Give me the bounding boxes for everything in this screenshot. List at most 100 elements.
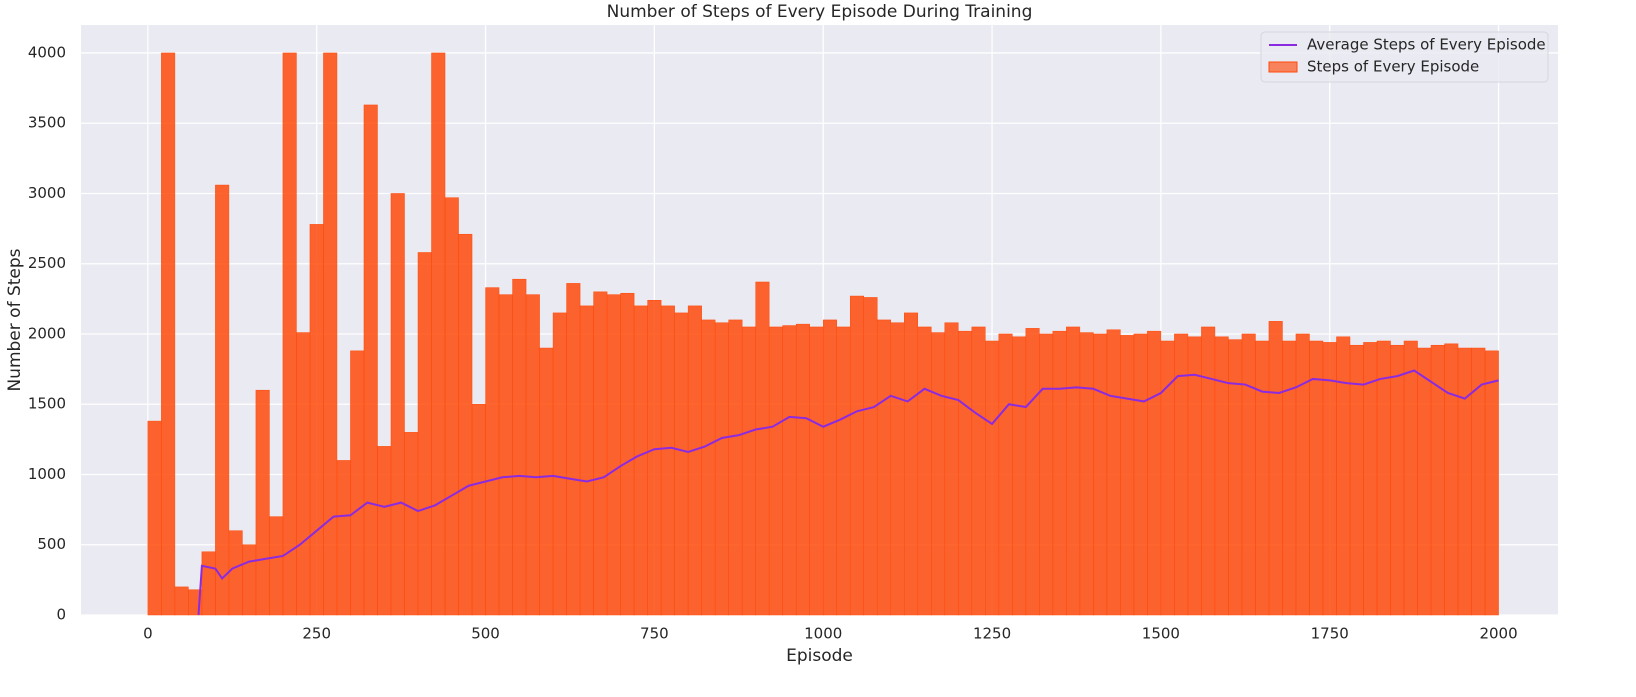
bar [958,330,973,616]
bar [1390,344,1405,616]
bar [985,340,1000,616]
bar [336,460,351,616]
bar [552,312,567,616]
bar [904,312,919,616]
x-tick-label: 0 [143,625,153,643]
bar [917,326,932,616]
bar [390,193,405,616]
y-tick-label: 1000 [28,465,66,483]
bar [1376,340,1391,616]
bar [1268,321,1283,616]
bar [1039,333,1054,616]
bar [728,319,743,616]
bar [1336,336,1351,616]
bar [876,319,891,616]
bar [687,305,702,616]
legend-box [1260,31,1549,83]
legend-label: Steps of Every Episode [1307,58,1479,76]
bar [971,326,986,616]
x-tick-label: 1750 [1311,625,1349,643]
bar [1484,350,1499,616]
y-tick-label: 500 [37,535,66,553]
bar [282,52,297,616]
bar [620,292,635,616]
bar [498,294,513,616]
legend-label: Average Steps of Every Episode [1307,36,1546,54]
bar [309,224,324,616]
y-tick-label: 2500 [28,254,66,272]
bar [741,326,756,616]
bar [863,297,878,616]
bar [485,287,500,616]
bar [1066,326,1081,616]
bar [161,52,176,616]
bar [1309,340,1324,616]
bar [1025,328,1040,616]
bar [836,326,851,616]
bar [647,300,662,616]
bar [323,52,338,616]
bar [417,252,432,616]
bar [242,544,257,616]
bar [593,291,608,616]
bar [822,319,837,616]
x-tick-label: 250 [302,625,331,643]
bar [1241,333,1256,616]
y-tick-label: 1500 [28,395,66,413]
bar [525,294,540,616]
bar [809,326,824,616]
bar [1228,339,1243,616]
x-tick-label: 1000 [804,625,842,643]
bar [998,333,1013,616]
bar [215,184,230,616]
bar [539,347,554,616]
x-tick-label: 1250 [973,625,1011,643]
x-tick-label: 500 [471,625,500,643]
bar [931,332,946,616]
x-axis-label: Episode [786,646,853,666]
bar [174,586,189,616]
marks [147,52,1499,616]
bar [1106,329,1121,616]
bar [1147,330,1162,616]
bar [296,332,311,616]
bar [944,322,959,616]
bar [674,312,689,616]
bar [512,278,527,616]
bar [579,305,594,616]
bar [795,323,810,616]
bar [1120,335,1135,616]
y-tick-label: 4000 [28,43,66,61]
x-tick-label: 1500 [1142,625,1180,643]
bar [606,294,621,616]
bar [1457,347,1472,616]
y-axis-label: Number of Steps [5,248,25,391]
bar [660,305,675,616]
bar [1093,333,1108,616]
bar [1282,340,1297,616]
bar [1403,340,1418,616]
y-tick-label: 3500 [28,114,66,132]
chart-title: Number of Steps of Every Episode During … [607,2,1033,22]
axes: 0 250 500 750 1000 1250 1500 1750 2000 0 500 1000 15… [28,43,1518,642]
x-tick-label: 2000 [1479,625,1517,643]
bar [566,283,581,616]
bar [201,551,216,616]
bar [1295,333,1310,616]
bar [1012,336,1027,616]
bar [458,233,473,616]
bar [363,104,378,616]
y-tick-label: 0 [56,606,66,624]
bar [255,389,270,616]
y-tick-label: 3000 [28,184,66,202]
bar [1322,342,1337,616]
bar [1214,336,1229,616]
bar [228,530,243,616]
bar [755,281,770,616]
bar [269,516,284,616]
bar [1052,330,1067,616]
bar [147,420,162,616]
bar [782,325,797,616]
bar [849,295,864,616]
bar [768,326,783,616]
